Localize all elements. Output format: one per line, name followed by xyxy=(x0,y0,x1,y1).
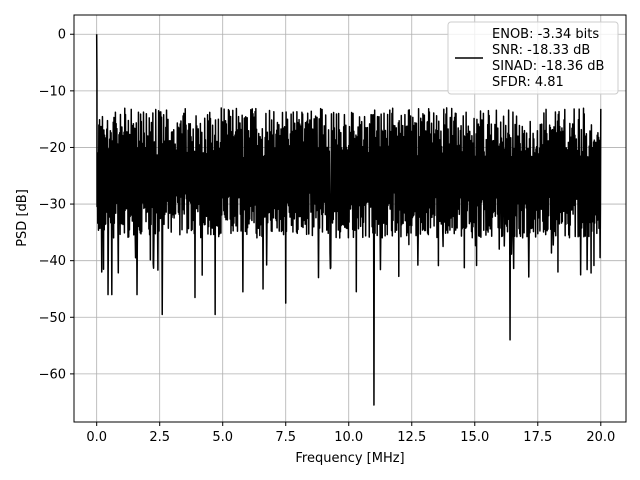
y-tick-label: −20 xyxy=(39,141,66,156)
y-axis-label: PSD [dB] xyxy=(15,189,30,247)
legend-box xyxy=(447,21,619,95)
x-tick-label: 0.0 xyxy=(86,430,107,445)
legend-entry-enob: ENOB: -3.34 bits xyxy=(492,27,599,42)
axes-frame xyxy=(73,14,627,423)
y-axis-ticks: 0 −10 −20 −30 −40 −50 −60 xyxy=(39,28,74,382)
x-tick-label: 7.5 xyxy=(275,430,296,445)
legend: ENOB: -3.34 bits SNR: -18.33 dB SINAD: -… xyxy=(447,21,619,95)
y-tick-label: −30 xyxy=(39,198,66,213)
x-tick-label: 5.0 xyxy=(212,430,233,445)
y-tick-label: −40 xyxy=(39,254,66,269)
y-tick-label: −50 xyxy=(39,311,66,326)
x-tick-label: 10.0 xyxy=(334,430,363,445)
x-tick-label: 17.5 xyxy=(523,430,552,445)
y-tick-label: −10 xyxy=(39,84,66,99)
y-tick-label: 0 xyxy=(58,28,66,43)
legend-entry-sfdr: SFDR: 4.81 xyxy=(492,75,564,90)
plot-area xyxy=(95,34,602,406)
x-tick-label: 2.5 xyxy=(149,430,170,445)
legend-entry-snr: SNR: -18.33 dB xyxy=(492,43,590,58)
x-axis-ticks: 0.0 2.5 5.0 7.5 10.0 12.5 15.0 17.5 20.0 xyxy=(86,422,615,445)
x-tick-label: 12.5 xyxy=(397,430,426,445)
x-axis-label: Frequency [MHz] xyxy=(295,451,404,466)
x-tick-label: 20.0 xyxy=(586,430,615,445)
psd-series-line xyxy=(95,34,602,406)
legend-entry-sinad: SINAD: -18.36 dB xyxy=(492,59,604,74)
x-tick-label: 15.0 xyxy=(460,430,489,445)
y-tick-label: −60 xyxy=(39,367,66,382)
